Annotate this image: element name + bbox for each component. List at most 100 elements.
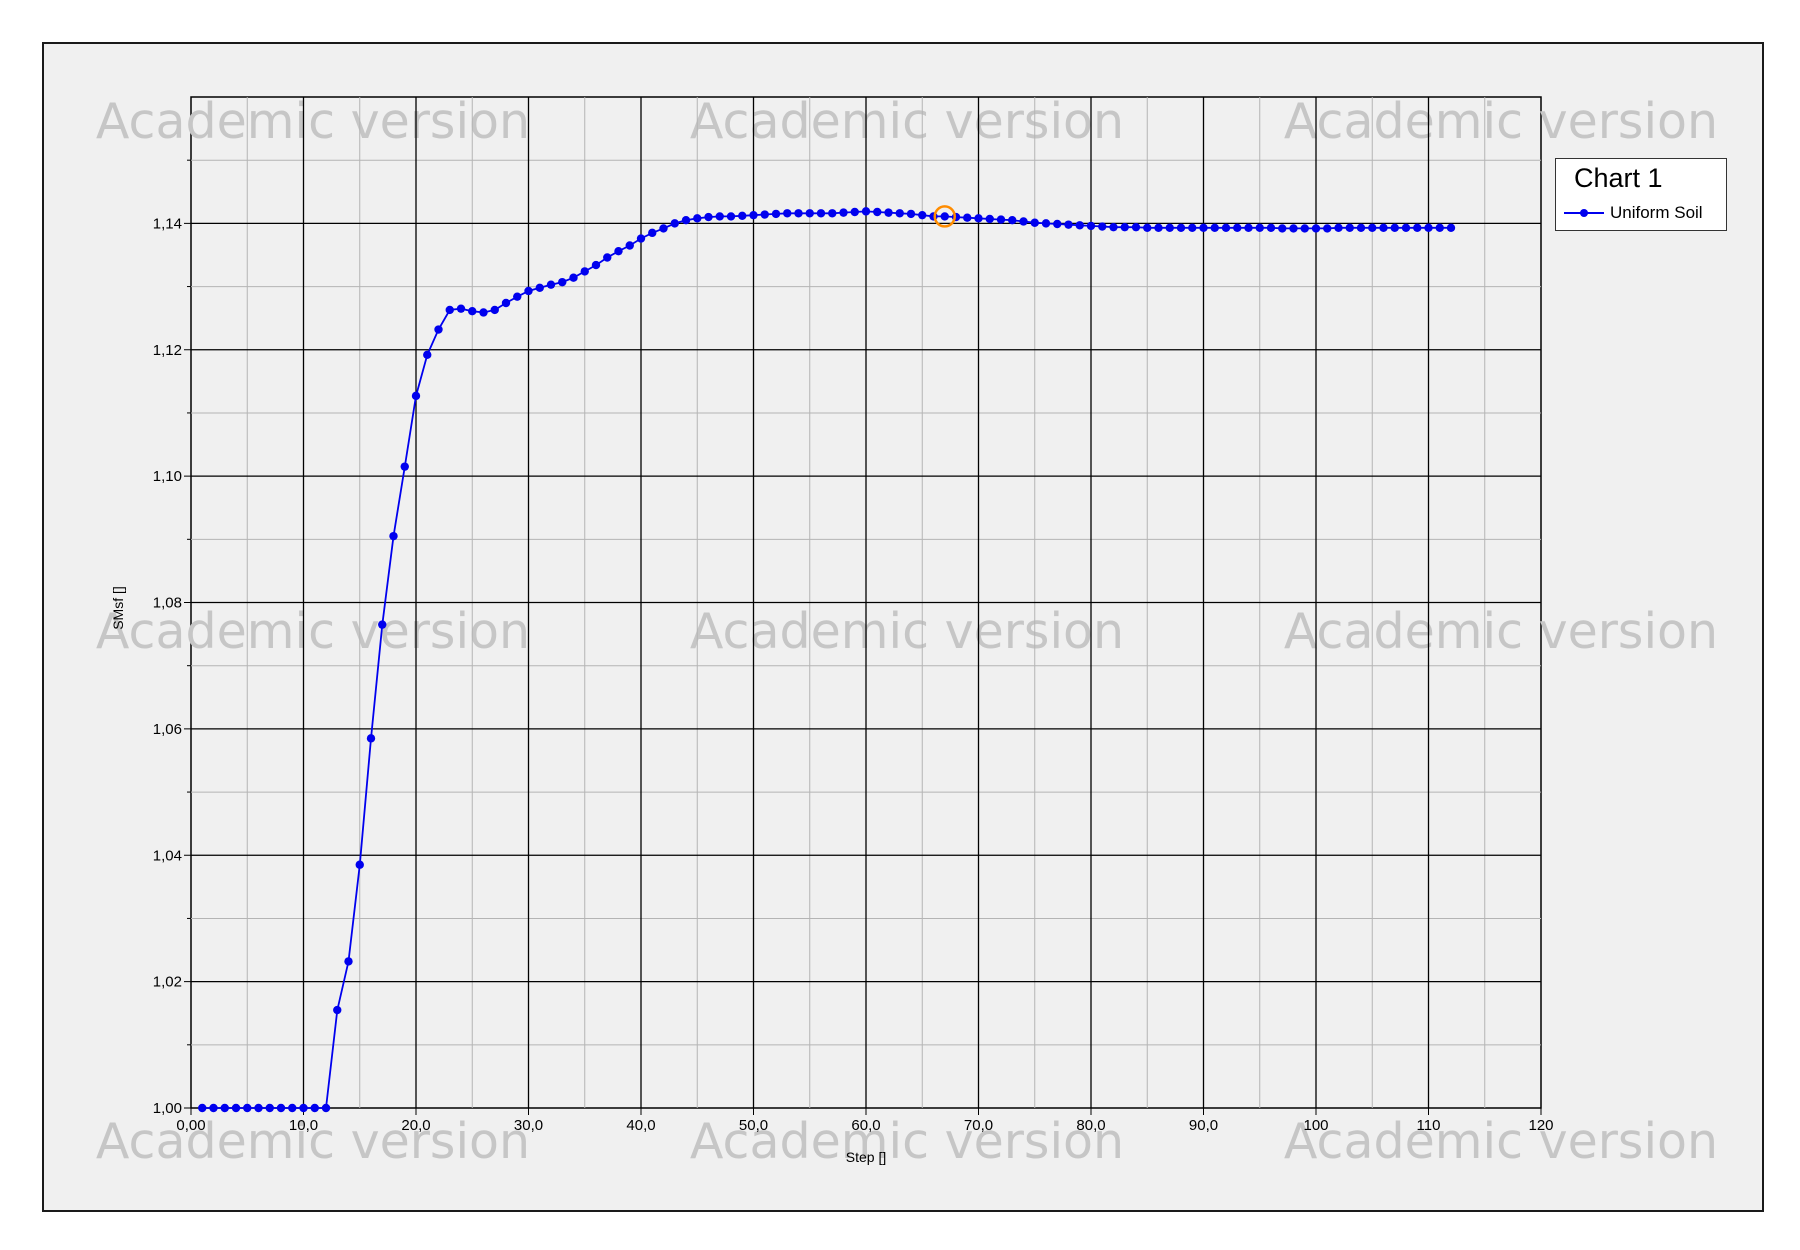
data-point — [895, 209, 904, 218]
data-point — [1334, 223, 1343, 232]
watermark-text: Academic version — [690, 1113, 1124, 1170]
x-tick-label: 30,0 — [514, 1117, 543, 1134]
data-point — [524, 286, 533, 296]
data-point — [411, 391, 421, 401]
data-point — [996, 215, 1006, 224]
data-point — [1109, 222, 1118, 232]
data-point — [243, 1103, 252, 1113]
data-point — [400, 462, 409, 471]
data-point — [670, 219, 679, 228]
data-point — [726, 212, 736, 221]
data-point — [1401, 223, 1411, 232]
data-point — [535, 283, 544, 293]
data-point — [1289, 224, 1298, 233]
y-tick-label: 1,14 — [153, 215, 182, 232]
data-point — [378, 620, 387, 629]
data-point — [265, 1103, 274, 1113]
x-tick-label: 60,0 — [851, 1117, 880, 1134]
legend-series-swatch — [1564, 206, 1604, 220]
data-point — [1053, 219, 1062, 229]
data-point — [1176, 223, 1186, 232]
watermark-text: Academic version — [690, 603, 1124, 660]
data-point — [805, 209, 814, 218]
data-point — [344, 957, 353, 966]
y-tick-label: 1,04 — [153, 847, 182, 864]
x-tick-label: 100 — [1303, 1117, 1328, 1134]
y-tick-label: 1,00 — [153, 1100, 182, 1117]
data-point — [231, 1103, 241, 1113]
data-point — [254, 1103, 263, 1113]
data-point — [445, 305, 454, 315]
data-point — [1019, 217, 1028, 226]
data-point — [603, 253, 612, 262]
data-point — [1120, 222, 1129, 232]
x-tick-label: 120 — [1528, 1117, 1553, 1134]
data-point — [1086, 221, 1096, 231]
data-point — [1266, 223, 1276, 232]
data-point — [1221, 223, 1231, 232]
x-tick-label: 110 — [1417, 1117, 1441, 1134]
data-point — [389, 531, 398, 541]
data-point — [1323, 224, 1332, 233]
x-tick-label: 20,0 — [401, 1117, 430, 1134]
x-tick-label: 10,0 — [289, 1117, 318, 1134]
x-tick-label: 0,00 — [176, 1117, 205, 1134]
data-point — [974, 214, 983, 223]
data-point — [299, 1103, 308, 1113]
data-point — [738, 211, 747, 220]
watermark-text: Academic version — [96, 603, 530, 660]
data-point — [861, 207, 871, 216]
data-point — [614, 246, 623, 256]
data-point — [648, 228, 657, 238]
data-point — [1075, 221, 1084, 230]
data-point — [310, 1103, 319, 1113]
data-point — [850, 207, 859, 217]
y-tick-label: 1,06 — [153, 721, 182, 738]
data-point — [693, 214, 702, 223]
data-point — [1041, 219, 1051, 228]
y-tick-label: 1,10 — [153, 468, 182, 485]
data-point — [591, 260, 601, 270]
data-point — [456, 304, 466, 313]
data-point — [1030, 218, 1039, 227]
data-point — [1244, 223, 1253, 232]
data-point — [434, 325, 443, 334]
data-point — [906, 209, 916, 219]
data-point — [839, 208, 848, 217]
x-tick-label: 90,0 — [1189, 1117, 1218, 1134]
data-point — [501, 298, 511, 308]
data-point — [558, 277, 567, 287]
data-point — [333, 1005, 342, 1015]
data-point — [828, 209, 837, 218]
data-point — [1311, 224, 1321, 233]
watermark-text: Academic version — [96, 93, 530, 150]
data-point — [1098, 222, 1107, 231]
data-point — [1413, 223, 1422, 232]
data-point — [1424, 223, 1433, 232]
data-point — [681, 216, 691, 225]
data-point — [771, 209, 781, 219]
data-point — [636, 234, 646, 243]
data-point — [704, 212, 713, 222]
data-point — [985, 214, 994, 224]
watermark-text: Academic version — [690, 93, 1124, 150]
data-point — [580, 267, 589, 276]
selected-point-marker[interactable] — [933, 205, 956, 228]
watermark-text: Academic version — [1284, 93, 1718, 150]
data-point — [1143, 223, 1152, 232]
x-tick-label: 40,0 — [626, 1117, 655, 1134]
data-point — [1435, 223, 1444, 232]
data-point — [1368, 223, 1377, 232]
data-point — [1199, 223, 1208, 232]
data-point — [625, 241, 634, 250]
data-point — [1064, 220, 1073, 229]
data-point — [1210, 223, 1219, 232]
data-point — [1356, 223, 1366, 232]
data-point — [546, 280, 556, 289]
data-point — [940, 212, 949, 221]
data-point — [918, 210, 927, 220]
legend-title: Chart 1 — [1574, 163, 1663, 193]
data-point — [288, 1103, 297, 1113]
series-line-uniform-soil — [202, 210, 1451, 1109]
